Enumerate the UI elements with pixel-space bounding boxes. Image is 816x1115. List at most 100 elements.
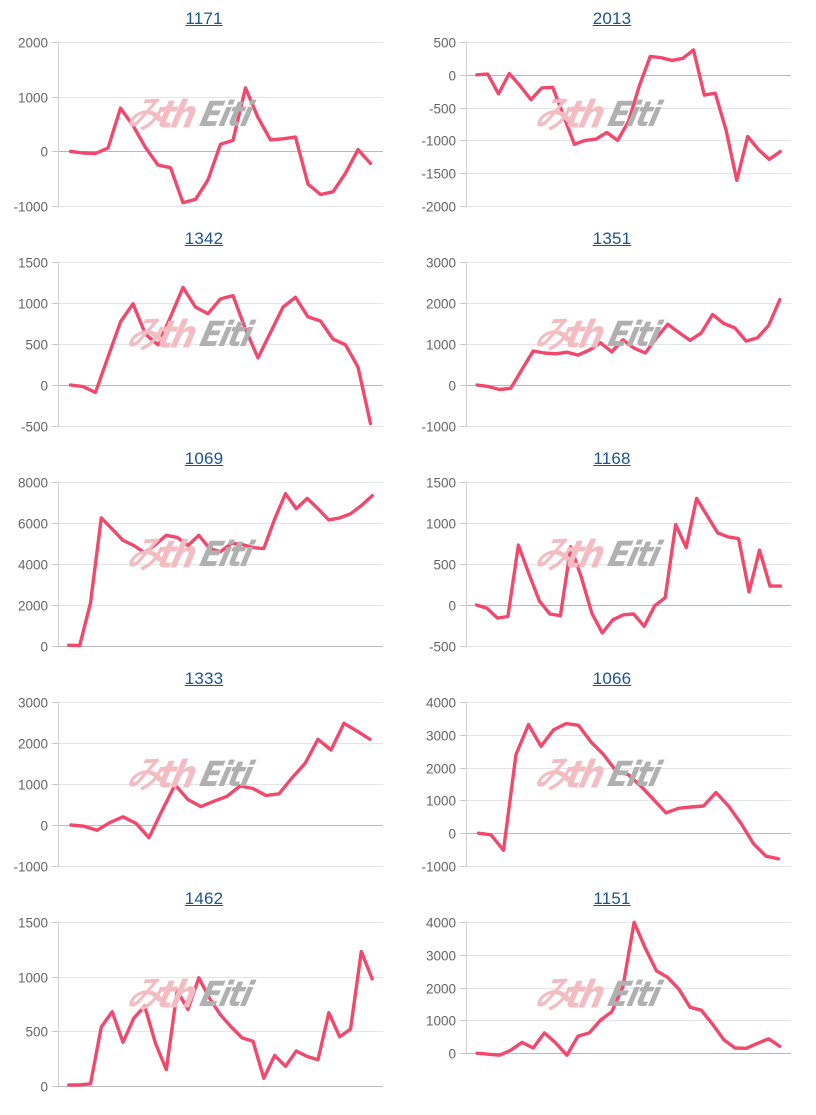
chart-title-link[interactable]: 1168 [593, 449, 631, 468]
y-axis-tick-label: -500 [429, 102, 456, 117]
plot-area: 8000 6000 4000 2000 0 [0, 474, 408, 660]
y-axis-tick-label: 500 [433, 558, 456, 573]
chart-cell: 2013 500 0 -500 -1000 -1500 -2000 みth Eiti [408, 0, 816, 220]
y-axis-tick-label: 4000 [426, 916, 456, 931]
y-axis-tick-label: 2000 [426, 762, 456, 777]
line-chart-svg: 1500 1000 500 0 -500 [18, 256, 383, 435]
y-axis-tick-label: 1000 [18, 297, 48, 312]
y-axis-tick-label: 0 [40, 379, 48, 394]
chart-title-link[interactable]: 1333 [184, 669, 224, 688]
y-axis-tick-label: 2000 [18, 36, 48, 51]
y-axis-tick-label: 3000 [426, 949, 456, 964]
y-axis-tick-label: -1000 [13, 200, 48, 215]
y-axis-tick-label: 4000 [18, 558, 48, 573]
y-axis-tick-label: 1000 [18, 778, 48, 793]
plot-area: 3000 2000 1000 0 -1000 [408, 254, 816, 440]
series-line [67, 492, 374, 648]
y-axis-tick-label: 1000 [18, 91, 48, 106]
y-axis-tick-label: -1000 [421, 134, 456, 149]
chart-title-link[interactable]: 1342 [184, 229, 224, 248]
chart-title-link[interactable]: 1351 [592, 229, 632, 248]
line-chart-svg: 4000 3000 2000 1000 0 [426, 916, 791, 1062]
y-axis-tick-label: 8000 [18, 476, 48, 491]
plot-area: 1500 1000 500 0 -500 [408, 474, 816, 660]
chart-cell: 1333 3000 2000 1000 0 -1000 みth Eiti [0, 660, 408, 880]
y-axis-tick-label: 1500 [18, 256, 48, 271]
y-axis-tick-label: 1000 [18, 971, 48, 986]
y-axis-tick-label: 1000 [426, 794, 456, 809]
series-line [475, 48, 782, 183]
line-chart-svg: 3000 2000 1000 0 -1000 [421, 256, 791, 435]
y-axis-tick-label: 0 [448, 599, 456, 614]
plot-area: 4000 3000 2000 1000 0 -1000 [408, 694, 816, 880]
y-axis-tick-label: 0 [448, 379, 456, 394]
y-axis-tick-label: 0 [448, 69, 456, 84]
y-axis-tick-label: 2000 [18, 737, 48, 752]
y-axis-tick-label: 500 [25, 1025, 48, 1040]
y-axis-tick-label: 1500 [426, 476, 456, 491]
chart-cell: 1462 1500 1000 500 0 みth Eiti [0, 880, 408, 1100]
chart-title-link[interactable]: 1066 [592, 669, 632, 688]
y-axis-tick-label: -1000 [421, 420, 456, 435]
chart-title-link[interactable]: 1171 [185, 9, 223, 28]
y-axis-tick-label: -1000 [13, 860, 48, 875]
y-axis-tick-label: 500 [25, 338, 48, 353]
y-axis-tick-label: 1000 [426, 338, 456, 353]
y-axis-tick-label: 3000 [426, 256, 456, 271]
plot-area: 500 0 -500 -1000 -1500 -2000 [408, 34, 816, 220]
y-axis-tick-label: -500 [429, 640, 456, 655]
y-axis-tick-label: 500 [433, 36, 456, 51]
y-axis-tick-label: 2000 [18, 599, 48, 614]
plot-area: 4000 3000 2000 1000 0 [408, 914, 816, 1100]
y-axis-tick-label: 0 [40, 145, 48, 160]
y-axis-tick-label: 2000 [426, 297, 456, 312]
series-line [67, 949, 374, 1087]
y-axis-tick-label: -1500 [421, 167, 456, 182]
y-axis-tick-label: -1000 [421, 860, 456, 875]
y-axis-tick-label: 3000 [18, 696, 48, 711]
y-axis-tick-label: 4000 [426, 696, 456, 711]
y-axis-tick-label: 0 [448, 827, 456, 842]
chart-title-link[interactable]: 1151 [593, 889, 631, 908]
line-chart-svg: 1500 1000 500 0 [18, 916, 383, 1095]
plot-area: 3000 2000 1000 0 -1000 [0, 694, 408, 880]
chart-cell: 1171 2000 1000 0 -1000 みth Eiti [0, 0, 408, 220]
series-line [68, 285, 373, 426]
plot-area: 1500 1000 500 0 [0, 914, 408, 1100]
chart-title-link[interactable]: 1462 [184, 889, 224, 908]
series-line [475, 920, 782, 1057]
y-axis-tick-label: -500 [21, 420, 48, 435]
chart-cell: 1342 1500 1000 500 0 -500 みth Eiti [0, 220, 408, 440]
line-chart-svg: 8000 6000 4000 2000 0 [18, 476, 383, 655]
y-axis-tick-label: 2000 [426, 982, 456, 997]
series-line [475, 298, 782, 392]
series-line [68, 86, 373, 205]
chart-cell: 1351 3000 2000 1000 0 -1000 みth Eiti [408, 220, 816, 440]
y-axis-tick-label: 0 [40, 819, 48, 834]
series-line [474, 496, 783, 635]
y-axis-tick-label: 6000 [18, 517, 48, 532]
line-chart-svg: 500 0 -500 -1000 -1500 -2000 [421, 36, 791, 215]
plot-area: 2000 1000 0 -1000 [0, 34, 408, 220]
chart-cell: 1151 4000 3000 2000 1000 0 みth Eiti [408, 880, 816, 1100]
line-chart-svg: 4000 3000 2000 1000 0 -1000 [421, 696, 791, 875]
y-axis-tick-label: 0 [40, 1080, 48, 1095]
chart-title-link[interactable]: 2013 [592, 9, 632, 28]
y-axis-tick-label: 0 [40, 640, 48, 655]
chart-cell: 1168 1500 1000 500 0 -500 みth Eiti [408, 440, 816, 660]
y-axis-tick-label: -2000 [421, 200, 456, 215]
line-chart-svg: 1500 1000 500 0 -500 [426, 476, 791, 655]
series-line [69, 721, 372, 840]
line-chart-svg: 2000 1000 0 -1000 [13, 36, 383, 215]
line-chart-svg: 3000 2000 1000 0 -1000 [13, 696, 383, 875]
y-axis-tick-label: 1000 [426, 517, 456, 532]
chart-title-link[interactable]: 1069 [184, 449, 224, 468]
y-axis-tick-label: 1000 [426, 1014, 456, 1029]
y-axis-tick-label: 3000 [426, 729, 456, 744]
chart-cell: 1066 4000 3000 2000 1000 0 -1000 みth Eiti [408, 660, 816, 880]
y-axis-tick-label: 1500 [18, 916, 48, 931]
plot-area: 1500 1000 500 0 -500 [0, 254, 408, 440]
series-line [476, 721, 781, 861]
chart-cell: 1069 8000 6000 4000 2000 0 みth Eiti [0, 440, 408, 660]
